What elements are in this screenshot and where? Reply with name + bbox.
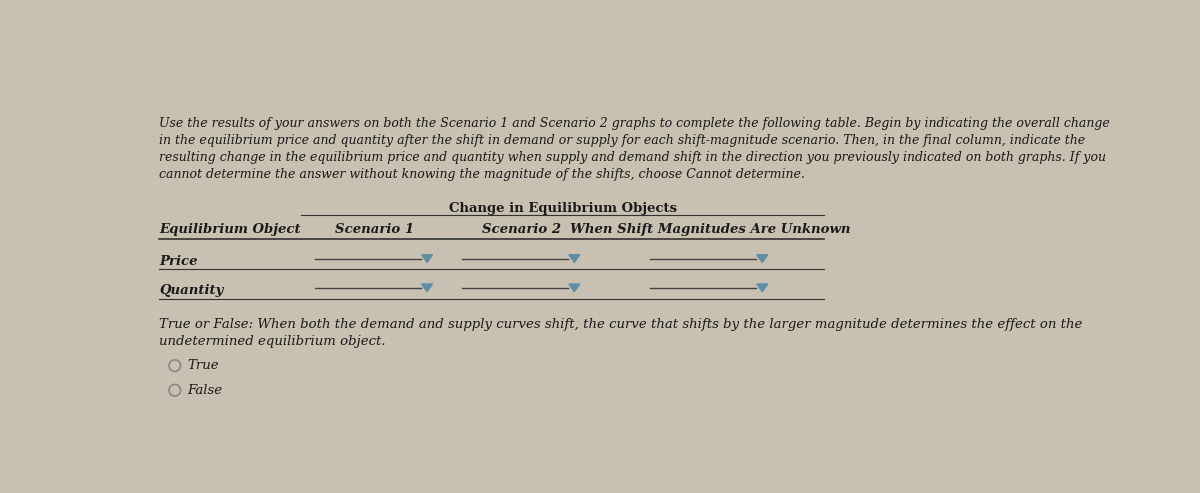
Polygon shape [569,255,580,262]
Text: Use the results of your answers on both the Scenario 1 and Scenario 2 graphs to : Use the results of your answers on both … [160,117,1110,130]
Polygon shape [757,284,768,292]
Text: True: True [187,359,218,372]
Polygon shape [421,284,432,292]
Text: Scenario 1: Scenario 1 [335,223,414,236]
Text: Scenario 2: Scenario 2 [482,223,562,236]
Text: Equilibrium Object: Equilibrium Object [160,223,301,236]
Text: resulting change in the equilibrium price and quantity when supply and demand sh: resulting change in the equilibrium pric… [160,151,1106,164]
Polygon shape [757,255,768,262]
Text: Change in Equilibrium Objects: Change in Equilibrium Objects [449,202,677,214]
Polygon shape [421,255,432,262]
Text: undetermined equilibrium object.: undetermined equilibrium object. [160,335,386,348]
Text: False: False [187,384,222,397]
Text: Quantity: Quantity [160,284,223,297]
Text: True or False: When both the demand and supply curves shift, the curve that shif: True or False: When both the demand and … [160,318,1082,331]
Text: Price: Price [160,255,198,268]
Text: in the equilibrium price and quantity after the shift in demand or supply for ea: in the equilibrium price and quantity af… [160,134,1086,147]
Text: cannot determine the answer without knowing the magnitude of the shifts, choose : cannot determine the answer without know… [160,168,805,181]
FancyBboxPatch shape [150,59,1080,439]
Polygon shape [569,284,580,292]
Text: When Shift Magnitudes Are Unknown: When Shift Magnitudes Are Unknown [570,223,850,236]
